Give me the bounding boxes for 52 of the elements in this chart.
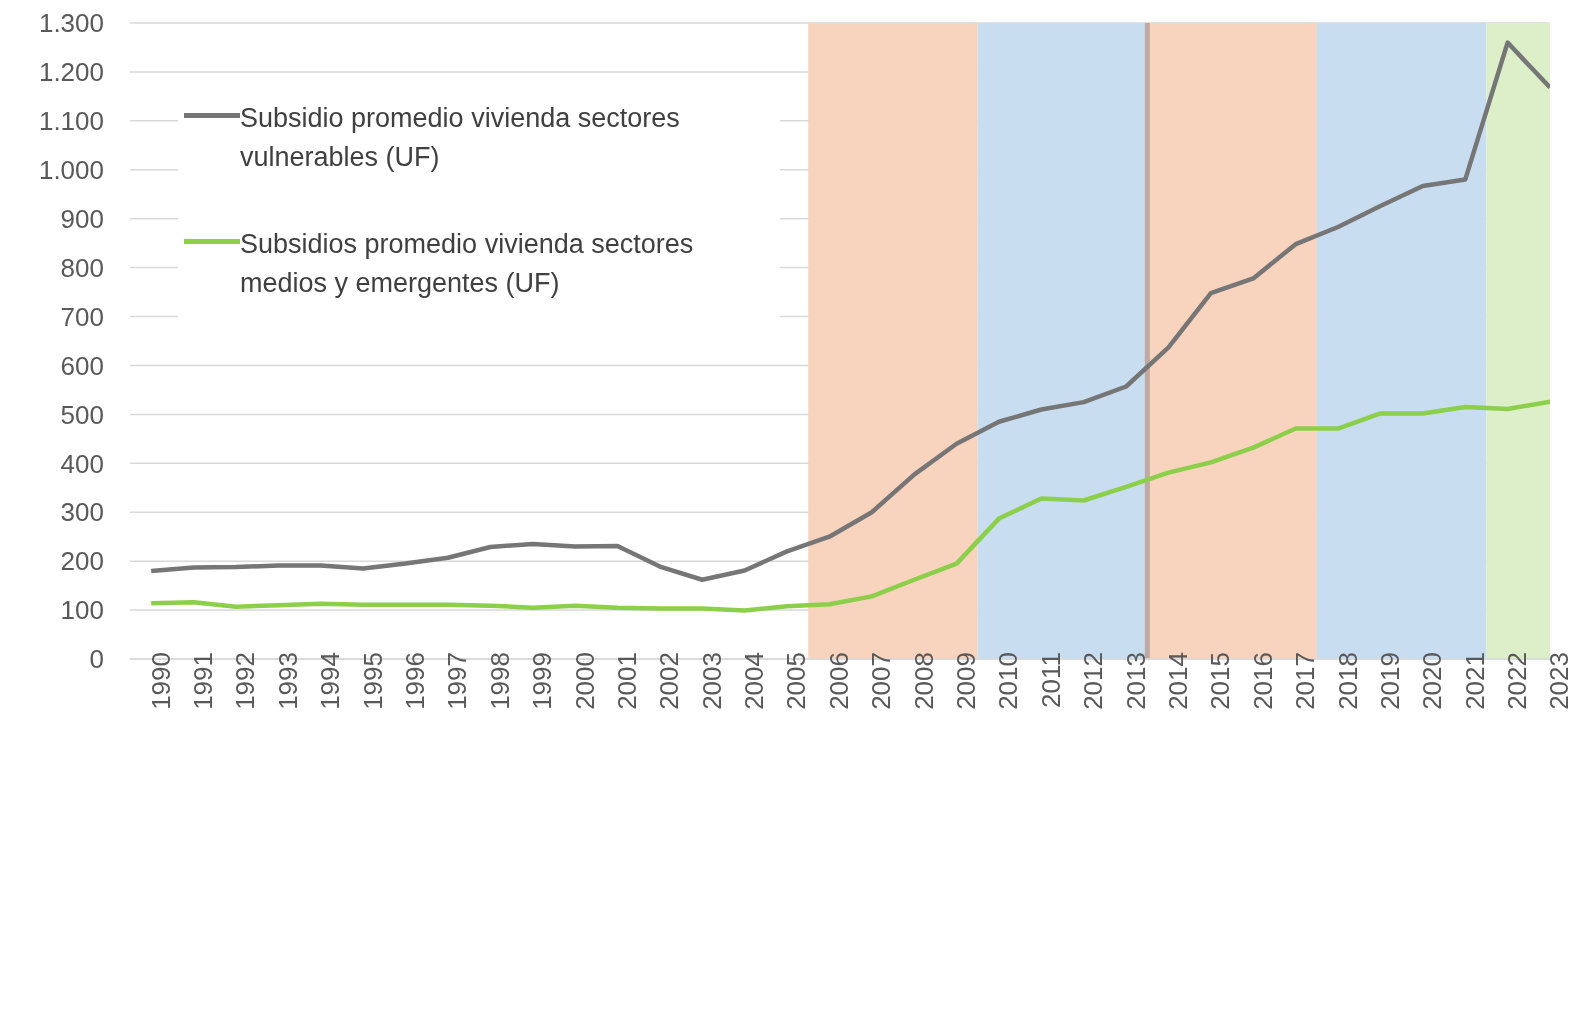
x-tick-label: 2005 — [781, 652, 812, 710]
x-tick-label: 2022 — [1502, 652, 1533, 710]
x-tick-label: 1990 — [145, 652, 176, 710]
x-tick-label: 1991 — [188, 652, 219, 710]
x-tick-label: 2001 — [611, 652, 642, 710]
y-tick-label: 600 — [60, 350, 104, 381]
x-tick-label: 2000 — [569, 652, 600, 710]
x-tick-label: 1998 — [484, 652, 515, 710]
line-series — [148, 40, 1550, 582]
y-tick-label: 900 — [60, 203, 104, 234]
y-tick-label: 1.000 — [38, 155, 104, 185]
x-tick-label: 2002 — [654, 652, 685, 710]
line-series — [148, 399, 1550, 613]
x-tick-label: 2014 — [1162, 652, 1193, 710]
legend-label: Subsidios promedio vivienda sectores medios y emergentes (UF) — [240, 228, 695, 300]
x-tick-label: 2020 — [1417, 652, 1448, 710]
x-tick-label: 1997 — [442, 652, 473, 710]
x-tick-label: 1993 — [272, 652, 303, 710]
x-tick-label: 1995 — [357, 652, 388, 710]
y-tick-label: 700 — [60, 301, 104, 332]
x-tick-label: 2021 — [1459, 652, 1490, 710]
x-tick-label: 2008 — [908, 652, 939, 710]
x-tick-label: 1999 — [527, 652, 558, 710]
legend-label: Subsidio promedio vivienda sectores vulnerables (UF) — [240, 102, 681, 174]
y-tick-label: 1.300 — [38, 8, 104, 39]
x-tick-label: 2017 — [1290, 652, 1321, 710]
y-tick-label: 1.200 — [38, 57, 104, 88]
x-tick-label: 2018 — [1332, 652, 1363, 710]
y-tick-label: 300 — [60, 497, 104, 528]
x-tick-label: 1992 — [230, 652, 261, 710]
x-tick-label: 2003 — [696, 652, 727, 710]
x-tick-label: 2007 — [866, 652, 897, 710]
x-tick-label: 2010 — [993, 652, 1024, 710]
x-tick-label: 2011 — [1035, 652, 1066, 708]
y-tick-label: 100 — [60, 595, 104, 626]
x-tick-label: 2015 — [1205, 652, 1236, 710]
x-tick-label: 2013 — [1120, 652, 1151, 710]
x-tick-label: 2023 — [1544, 652, 1575, 710]
y-tick-label: 1.100 — [38, 106, 104, 137]
x-tick-label: 2006 — [823, 652, 854, 710]
y-tick-label: 0 — [89, 644, 104, 675]
y-tick-label: 400 — [60, 448, 104, 479]
y-tick-label: 800 — [60, 252, 104, 283]
x-tick-label: 2019 — [1374, 652, 1405, 710]
y-tick-label: 200 — [60, 546, 104, 577]
x-tick-label: 2009 — [951, 652, 982, 710]
y-tick-label: 500 — [60, 399, 104, 430]
x-tick-label: 1994 — [315, 652, 346, 710]
x-tick-label: 2004 — [739, 652, 770, 710]
x-tick-label: 2016 — [1247, 652, 1278, 710]
x-tick-label: 1996 — [399, 652, 430, 710]
x-tick-label: 2012 — [1078, 652, 1109, 710]
